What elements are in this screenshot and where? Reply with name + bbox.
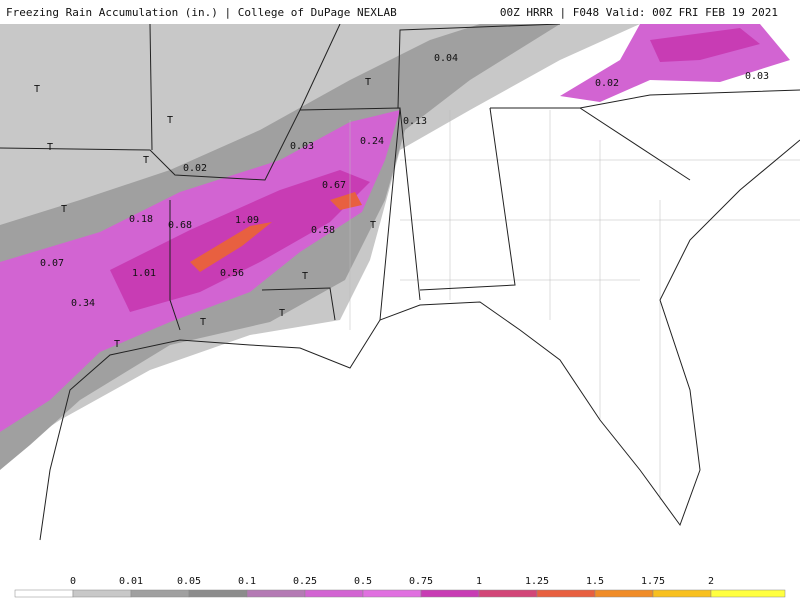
colorbar-label: 2 — [708, 576, 714, 587]
colorbar-segment — [14, 589, 74, 598]
accumulation-label: T — [200, 317, 206, 328]
colorbar-label: 1.75 — [641, 576, 665, 587]
accumulation-label: 0.18 — [129, 214, 153, 225]
colorbar-label: 0.5 — [354, 576, 372, 587]
accumulation-label: T — [279, 308, 285, 319]
borders — [0, 23, 800, 541]
colorbar-segment — [72, 589, 132, 598]
colorbar-label: 1.25 — [525, 576, 549, 587]
accumulation-label: T — [47, 142, 53, 153]
colorbar-segment — [594, 589, 654, 598]
colorbar-label: 0.1 — [238, 576, 256, 587]
colorbar-segment — [246, 589, 306, 598]
colorbar-label: 0.25 — [293, 576, 317, 587]
colorbar-segment — [710, 589, 786, 598]
colorbar-label: 0 — [70, 576, 76, 587]
accumulation-label: 0.68 — [168, 220, 192, 231]
accumulation-label: 0.58 — [311, 225, 335, 236]
colorbar-segment — [478, 589, 538, 598]
accumulation-label: 0.56 — [220, 268, 244, 279]
header-bar — [0, 0, 800, 24]
accumulation-label: 0.67 — [322, 180, 346, 191]
colorbar-segment — [188, 589, 248, 598]
accumulation-label: 0.34 — [71, 298, 95, 309]
accumulation-label: 0.07 — [40, 258, 64, 269]
accumulation-label: 0.02 — [595, 78, 619, 89]
county-lines — [349, 110, 800, 500]
accumulation-label: T — [143, 155, 149, 166]
state-lines — [0, 23, 800, 331]
accumulation-label: 0.04 — [434, 53, 458, 64]
colorbar-label: 0.01 — [119, 576, 143, 587]
header-title: Freezing Rain Accumulation (in.) | Colle… — [6, 6, 397, 19]
coastline — [39, 139, 800, 541]
colorbar-label: 0.05 — [177, 576, 201, 587]
colorbar-segment — [130, 589, 190, 598]
header-run-info: 00Z HRRR | F048 Valid: 00Z FRI FEB 19 20… — [500, 6, 778, 19]
accumulation-label: T — [370, 220, 376, 231]
colorbar-segment — [362, 589, 422, 598]
accumulation-label: T — [365, 77, 371, 88]
accumulation-label: 1.09 — [235, 215, 259, 226]
accumulation-label: T — [302, 271, 308, 282]
colorbar-label: 0.75 — [409, 576, 433, 587]
accumulation-label: T — [114, 339, 120, 350]
accumulation-label: 0.03 — [290, 141, 314, 152]
accumulation-label: 1.01 — [132, 268, 156, 279]
colorbar-label: 1 — [476, 576, 482, 587]
swath-max — [330, 192, 362, 210]
accumulation-label: T — [61, 204, 67, 215]
accumulation-label: 0.02 — [183, 163, 207, 174]
colorbar-segment — [652, 589, 712, 598]
swath-northeast-core — [650, 28, 760, 62]
accumulation-label: T — [167, 115, 173, 126]
colorbar-segment — [536, 589, 596, 598]
swath-max — [190, 222, 272, 272]
accumulation-label: 0.24 — [360, 136, 384, 147]
colorbar-segment — [304, 589, 364, 598]
accumulation-label: 0.03 — [745, 71, 769, 82]
accumulation-label: 0.13 — [403, 116, 427, 127]
colorbar-label: 1.5 — [586, 576, 604, 587]
accumulation-label: T — [34, 84, 40, 95]
colorbar-segment — [420, 589, 480, 598]
